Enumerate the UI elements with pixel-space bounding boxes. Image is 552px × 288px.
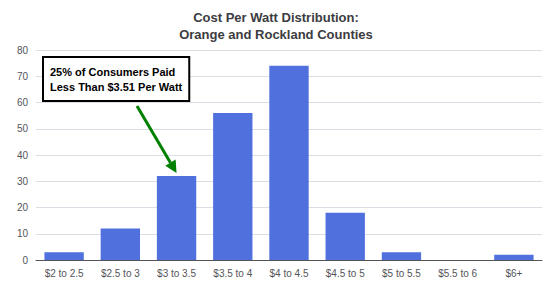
svg-text:60: 60 <box>17 97 29 108</box>
svg-text:80: 80 <box>17 45 29 56</box>
svg-text:$4 to 4.5: $4 to 4.5 <box>270 268 309 279</box>
svg-text:0: 0 <box>22 255 28 266</box>
svg-text:$5.5 to 6: $5.5 to 6 <box>438 268 477 279</box>
svg-text:$3.5 to 4: $3.5 to 4 <box>213 268 252 279</box>
svg-text:20: 20 <box>17 202 29 213</box>
svg-text:40: 40 <box>17 150 29 161</box>
svg-text:70: 70 <box>17 71 29 82</box>
svg-text:10: 10 <box>17 228 29 239</box>
svg-text:$3 to 3.5: $3 to 3.5 <box>157 268 196 279</box>
svg-text:$4.5 to 5: $4.5 to 5 <box>326 268 365 279</box>
svg-text:Less Than $3.51 Per Watt: Less Than $3.51 Per Watt <box>50 81 183 93</box>
svg-text:Orange and Rockland Counties: Orange and Rockland Counties <box>179 27 373 42</box>
svg-text:50: 50 <box>17 123 29 134</box>
svg-text:$5 to 5.5: $5 to 5.5 <box>382 268 421 279</box>
svg-text:$2.5 to 3: $2.5 to 3 <box>101 268 140 279</box>
svg-text:Cost Per Watt Distribution:: Cost Per Watt Distribution: <box>193 10 359 25</box>
svg-text:30: 30 <box>17 176 29 187</box>
svg-text:$6+: $6+ <box>505 268 522 279</box>
svg-text:25% of Consumers Paid: 25% of Consumers Paid <box>50 66 175 78</box>
svg-text:$2 to 2.5: $2 to 2.5 <box>45 268 84 279</box>
